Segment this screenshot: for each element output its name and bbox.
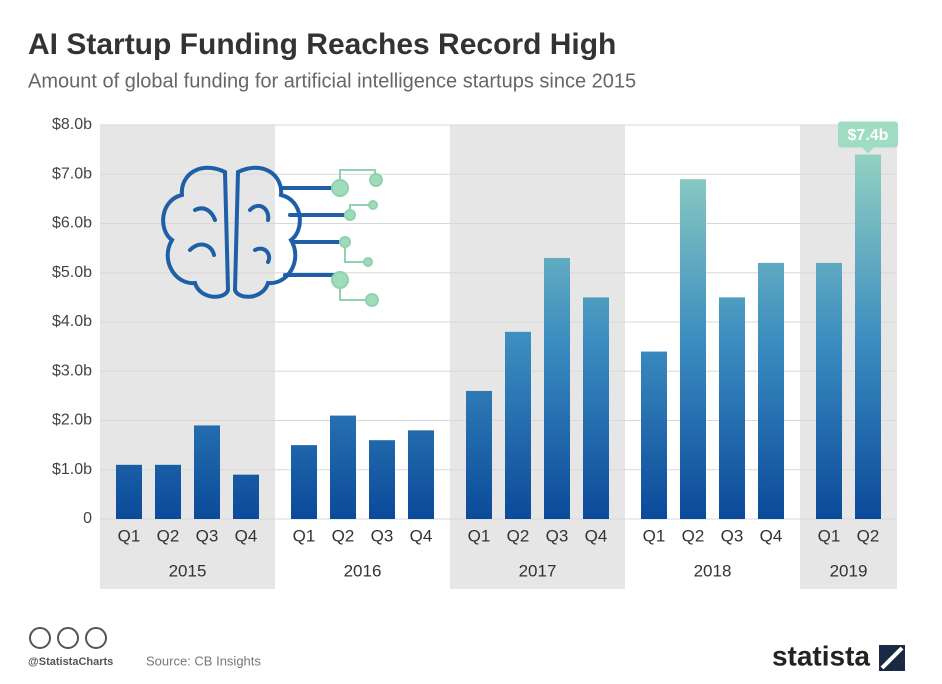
x-tick-label: Q2 <box>157 526 180 545</box>
bar <box>408 430 434 519</box>
x-tick-label: Q2 <box>507 526 530 545</box>
value-label: $7.4b <box>848 127 889 144</box>
bar <box>719 297 745 519</box>
brand-logo <box>877 643 907 673</box>
bar <box>641 352 667 519</box>
year-label: 2016 <box>344 561 382 580</box>
y-tick-label: $4.0b <box>52 313 92 330</box>
bar <box>583 297 609 519</box>
year-label: 2019 <box>830 561 868 580</box>
y-tick-label: 0 <box>83 510 92 527</box>
x-tick-label: Q3 <box>371 526 394 545</box>
bar <box>155 465 181 519</box>
x-tick-label: Q4 <box>760 526 783 545</box>
x-tick-label: Q1 <box>293 526 316 545</box>
year-label: 2015 <box>169 561 207 580</box>
bar <box>369 440 395 519</box>
y-tick-label: $2.0b <box>52 412 92 429</box>
x-tick-label: Q1 <box>468 526 491 545</box>
x-tick-label: Q1 <box>643 526 666 545</box>
year-label: 2018 <box>694 561 732 580</box>
x-tick-label: Q2 <box>682 526 705 545</box>
x-tick-label: Q4 <box>585 526 608 545</box>
handle: @StatistaCharts <box>28 656 113 668</box>
x-tick-label: Q3 <box>546 526 569 545</box>
bar <box>330 416 356 519</box>
x-tick-label: Q3 <box>721 526 744 545</box>
x-tick-label: Q1 <box>818 526 841 545</box>
y-tick-label: $6.0b <box>52 215 92 232</box>
chart: AI Startup Funding Reaches Record High A… <box>0 0 942 679</box>
chart-title: AI Startup Funding Reaches Record High <box>28 28 616 61</box>
bar <box>544 258 570 519</box>
bar <box>816 263 842 519</box>
bar <box>758 263 784 519</box>
y-tick-label: $8.0b <box>52 116 92 133</box>
bar <box>233 475 259 519</box>
chart-subtitle: Amount of global funding for artificial … <box>28 70 636 92</box>
bar <box>116 465 142 519</box>
source: Source: CB Insights <box>146 653 261 668</box>
x-tick-label: Q4 <box>235 526 258 545</box>
x-tick-label: Q4 <box>410 526 433 545</box>
y-tick-label: $1.0b <box>52 461 92 478</box>
bar <box>194 425 220 519</box>
x-tick-label: Q3 <box>196 526 219 545</box>
bar <box>680 179 706 519</box>
x-tick-label: Q1 <box>118 526 141 545</box>
y-tick-label: $7.0b <box>52 165 92 182</box>
bar <box>505 332 531 519</box>
brand: statista <box>772 640 870 671</box>
y-tick-label: $3.0b <box>52 362 92 379</box>
x-tick-label: Q2 <box>332 526 355 545</box>
bar <box>291 445 317 519</box>
y-tick-label: $5.0b <box>52 264 92 281</box>
bar <box>466 391 492 519</box>
bar <box>855 155 881 519</box>
year-label: 2017 <box>519 561 557 580</box>
x-tick-label: Q2 <box>857 526 880 545</box>
